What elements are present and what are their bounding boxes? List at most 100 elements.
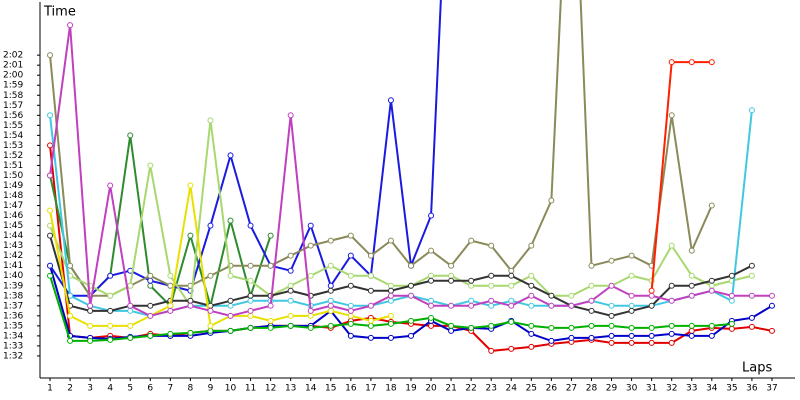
point [267, 302, 274, 309]
series-line [49, 235, 753, 317]
x-tick-label: 36 [746, 384, 758, 394]
point [387, 292, 394, 299]
point [367, 252, 374, 259]
point [768, 292, 775, 299]
point [708, 322, 715, 329]
point [287, 312, 294, 319]
x-tick-label: 37 [766, 384, 777, 394]
y-tick-label: 1:38 [3, 291, 23, 301]
point [247, 312, 254, 319]
point [428, 212, 435, 219]
point [748, 292, 755, 299]
point [367, 322, 374, 329]
point [748, 272, 755, 279]
point [107, 307, 114, 314]
point [407, 292, 414, 299]
point [508, 267, 515, 274]
point [147, 302, 154, 309]
point [628, 272, 635, 279]
x-tick-label: 27 [566, 384, 577, 394]
x-tick-label: 17 [365, 384, 376, 394]
point [668, 330, 675, 337]
point [207, 272, 214, 279]
y-tick-label: 1:44 [3, 231, 23, 241]
series-line [49, 0, 713, 297]
y-tick-label: 1:51 [3, 161, 23, 171]
point [267, 324, 274, 331]
point [327, 322, 334, 329]
point [688, 59, 695, 66]
point [227, 217, 234, 224]
point [247, 292, 254, 299]
point [608, 282, 615, 289]
point [307, 242, 314, 249]
point [47, 172, 54, 179]
point [207, 322, 214, 329]
x-tick-label: 3 [87, 384, 93, 394]
point [428, 277, 435, 284]
x-tick-label: 4 [107, 384, 113, 394]
point [327, 297, 334, 304]
x-tick-label: 29 [606, 384, 618, 394]
y-tick-label: 1:50 [3, 171, 23, 181]
point [668, 112, 675, 119]
x-tick-label: 31 [646, 384, 657, 394]
point [227, 152, 234, 159]
point [468, 302, 475, 309]
point [287, 287, 294, 294]
point [167, 330, 174, 337]
y-tick-label: 2:02 [3, 51, 23, 61]
point [448, 272, 455, 279]
point [347, 332, 354, 339]
point [107, 322, 114, 329]
point [107, 292, 114, 299]
point [488, 322, 495, 329]
point [428, 322, 435, 329]
x-tick-label: 23 [485, 384, 496, 394]
point [387, 334, 394, 341]
y-tick-label: 1:59 [3, 81, 23, 91]
point [708, 202, 715, 209]
point [347, 320, 354, 327]
point [528, 282, 535, 289]
point [488, 282, 495, 289]
point [668, 339, 675, 346]
point [307, 272, 314, 279]
y-tick-label: 1:33 [3, 341, 23, 351]
x-tick-label: 35 [726, 384, 737, 394]
point [267, 317, 274, 324]
point [488, 272, 495, 279]
point [428, 247, 435, 254]
y-tick-label: 2:01 [3, 61, 23, 71]
point [167, 307, 174, 314]
y-tick-label: 1:39 [3, 281, 23, 291]
point [387, 237, 394, 244]
point [47, 142, 54, 149]
point [387, 97, 394, 104]
x-tick-label: 30 [626, 384, 638, 394]
point [47, 272, 54, 279]
point [347, 302, 354, 309]
point [187, 302, 194, 309]
point [608, 332, 615, 339]
point [87, 307, 94, 314]
y-tick-label: 2:00 [3, 71, 23, 81]
point [367, 287, 374, 294]
point [508, 318, 515, 325]
y-tick-label: 1:43 [3, 241, 23, 251]
point [668, 282, 675, 289]
point [407, 332, 414, 339]
plot-area [47, 0, 775, 354]
point [67, 312, 74, 319]
point [367, 317, 374, 324]
point [608, 322, 615, 329]
point [708, 277, 715, 284]
point [608, 257, 615, 264]
point [748, 323, 755, 330]
point [267, 232, 274, 239]
point [468, 297, 475, 304]
point [207, 117, 214, 124]
point [508, 345, 515, 352]
point [47, 232, 54, 239]
point [688, 327, 695, 334]
